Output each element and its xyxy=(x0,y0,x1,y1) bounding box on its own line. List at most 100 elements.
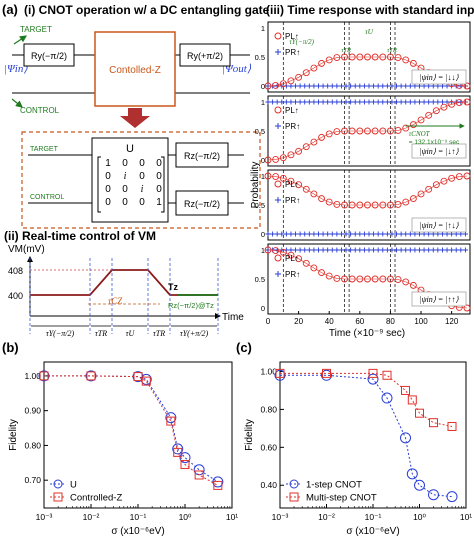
legend-label: Controlled-Z xyxy=(70,493,122,504)
pr-point xyxy=(375,83,381,89)
legend-pr-marker xyxy=(275,271,281,277)
time-subplot: 1 0.5 0 PL↑ PR↑ |ψin⟩ = |↓↑⟩ τCNOT= 132.1x10⁻⁹… xyxy=(255,95,471,167)
matrix-entry: 0 xyxy=(139,158,145,169)
pr-point xyxy=(348,99,354,105)
pr-point xyxy=(352,247,358,253)
data-point xyxy=(141,376,151,386)
pr-point xyxy=(297,231,303,237)
matrix-entry: 0 xyxy=(122,197,128,208)
rz-note: Rz(−π/2)@Tz xyxy=(168,301,214,310)
pr-point xyxy=(421,99,427,105)
pl-point xyxy=(333,200,341,208)
pr-point xyxy=(384,231,390,237)
data-point xyxy=(367,373,379,385)
legend-pr-label: PR↑ xyxy=(285,122,300,131)
legend-marker xyxy=(289,479,299,489)
pl-point xyxy=(364,275,371,283)
matrix-entry: 0 xyxy=(105,184,111,195)
vm-pulse-diagram: VM(mV) Time 408 400 Tz τCZ Rz(−π/2)@Tz τ… xyxy=(8,244,244,338)
pr-point xyxy=(343,247,349,253)
pr-point xyxy=(270,231,276,237)
time-subplot: 1 0.5 0 PL↑ PR↑ |ψin⟩ = |↑↑⟩ xyxy=(255,243,471,315)
pr-point xyxy=(426,247,432,253)
pr-point xyxy=(435,99,441,105)
pl-point xyxy=(295,255,303,263)
pr-point xyxy=(380,247,386,253)
xtick-label: 10⁻¹ xyxy=(130,512,147,522)
pr-point xyxy=(297,99,303,105)
xtick-label: 120 xyxy=(445,317,459,326)
pr-point xyxy=(334,231,340,237)
panel-b-letter: (b) xyxy=(2,340,19,355)
legend-marker xyxy=(53,479,63,489)
decomp-target-label: TARGET xyxy=(30,146,59,153)
pl-point xyxy=(386,53,394,61)
pl-point xyxy=(348,127,356,135)
legend-pl-marker xyxy=(274,106,282,114)
ylabel: Fidelity xyxy=(8,419,19,451)
data-point xyxy=(446,491,458,503)
data-point xyxy=(414,479,425,491)
ytick-label: 0 xyxy=(261,230,265,239)
legend-label: 1-step CNOT xyxy=(306,480,362,491)
data-point xyxy=(407,395,417,405)
pl-point xyxy=(341,53,348,61)
pl-point xyxy=(440,177,448,185)
ytick-label: 0.5 xyxy=(255,127,265,136)
pl-point xyxy=(333,274,341,282)
xtick-label: 20 xyxy=(294,317,303,326)
pl-point xyxy=(318,59,326,67)
pr-point xyxy=(371,231,377,237)
pl-point xyxy=(432,181,440,189)
data-point xyxy=(415,408,424,418)
pl-point xyxy=(463,82,471,90)
matrix-entry: 0 xyxy=(139,171,145,182)
pr-point xyxy=(398,83,404,89)
tick-408: 408 xyxy=(8,266,23,276)
ytick-label: 1 xyxy=(261,98,265,107)
pr-point xyxy=(306,99,312,105)
pl-point xyxy=(348,53,356,61)
pl-point xyxy=(279,80,287,88)
pl-point xyxy=(348,201,356,209)
pr-point xyxy=(407,247,413,253)
tau-y-annotation: τY(−π/2) xyxy=(289,38,314,46)
pr-point xyxy=(338,247,344,253)
pr-point xyxy=(439,83,445,89)
ytick-label: 0.80 xyxy=(24,440,41,450)
pl-point xyxy=(325,56,333,64)
pl-point xyxy=(371,201,379,209)
decompose-arrow xyxy=(120,108,150,128)
pl-point xyxy=(295,73,303,81)
matrix-entry: 0 xyxy=(156,158,162,169)
pl-point xyxy=(318,133,326,141)
pr-point xyxy=(453,247,459,253)
pl-point xyxy=(348,275,356,283)
data-point xyxy=(180,460,190,470)
legend-pl-label: PL↑ xyxy=(285,32,299,41)
panel-a-i-title: (i) CNOT operation w/ a DC entangling ga… xyxy=(24,3,270,17)
ry-right-gate xyxy=(179,43,231,67)
pr-point xyxy=(430,99,436,105)
pr-point xyxy=(449,231,455,237)
ytick-label: 1.00 xyxy=(260,366,277,376)
xtick-label: 100 xyxy=(414,317,428,326)
pr-point xyxy=(421,247,427,253)
pr-point xyxy=(426,99,432,105)
pl-point xyxy=(272,247,280,255)
pl-point xyxy=(386,275,394,283)
data-point xyxy=(275,368,285,378)
pl-point xyxy=(287,177,295,185)
pl-point xyxy=(272,81,280,89)
pl-point xyxy=(409,59,417,67)
data-point xyxy=(368,368,378,378)
pr-point xyxy=(357,247,363,253)
tcnot-label: τCNOT xyxy=(409,130,431,138)
pr-point xyxy=(306,247,312,253)
pulse-segments: τY(−π/2) τTR τU τTR τY(+π/2) xyxy=(31,325,217,338)
pl-point xyxy=(402,56,410,64)
legend-pr-marker xyxy=(275,197,281,203)
target-label: TARGET xyxy=(20,25,52,34)
ry-right-label: Ry(+π/2) xyxy=(187,51,223,61)
xtick-label: 10⁰ xyxy=(413,512,426,522)
